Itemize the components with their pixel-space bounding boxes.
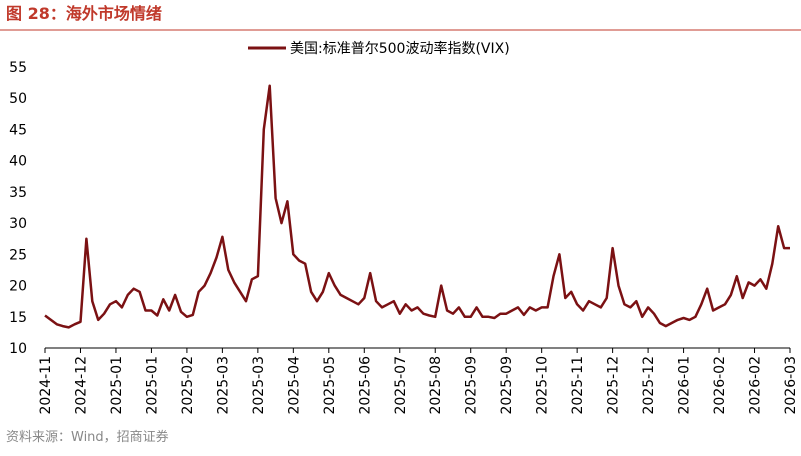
x-tick-label: 2025-12 <box>606 356 622 415</box>
x-tick-label: 2025-08 <box>428 356 444 415</box>
x-tick-label: 2025-12 <box>641 356 657 415</box>
y-tick-label: 30 <box>9 216 27 232</box>
x-tick-label: 2025-03 <box>251 356 267 415</box>
x-tick-label: 2025-03 <box>215 356 231 415</box>
legend-label: 美国:标准普尔500波动率指数(VIX) <box>290 40 510 57</box>
y-tick-label: 35 <box>9 185 27 201</box>
y-tick-label: 45 <box>9 122 27 138</box>
y-tick-label: 25 <box>9 247 27 263</box>
y-tick-label: 40 <box>9 154 27 170</box>
x-tick-label: 2025-05 <box>322 356 338 415</box>
y-tick-label: 20 <box>9 279 27 295</box>
x-tick-label: 2025-01 <box>144 356 160 415</box>
x-tick-label: 2026-02 <box>712 356 728 415</box>
y-tick-label: 15 <box>9 310 27 326</box>
x-tick-label: 2025-09 <box>499 356 515 415</box>
x-tick-label: 2025-07 <box>393 356 409 415</box>
x-tick-label: 2024-11 <box>38 356 54 415</box>
x-tick-label: 2025-11 <box>570 356 586 415</box>
source-note: 资料来源：Wind，招商证券 <box>6 429 169 445</box>
x-tick-label: 2025-04 <box>286 356 302 415</box>
chart-title: 图 28：海外市场情绪 <box>6 4 162 23</box>
x-tick-label: 2026-01 <box>677 356 693 415</box>
y-tick-label: 10 <box>9 341 27 357</box>
x-tick-label: 2025-10 <box>535 356 551 415</box>
x-tick-label: 2025-02 <box>180 356 196 415</box>
x-tick-label: 2025-01 <box>109 356 125 415</box>
x-tick-label: 2026-02 <box>748 356 764 415</box>
y-tick-label: 55 <box>9 60 27 76</box>
x-tick-label: 2026-03 <box>783 356 799 415</box>
x-tick-label: 2024-12 <box>73 356 89 415</box>
x-tick-label: 2025-09 <box>464 356 480 415</box>
series-line <box>44 84 790 329</box>
y-tick-label: 50 <box>9 91 27 107</box>
x-tick-label: 2025-06 <box>357 356 373 415</box>
